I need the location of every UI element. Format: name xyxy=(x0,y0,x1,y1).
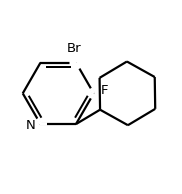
Text: F: F xyxy=(101,84,108,97)
Text: N: N xyxy=(25,120,35,133)
Text: Br: Br xyxy=(67,42,82,55)
